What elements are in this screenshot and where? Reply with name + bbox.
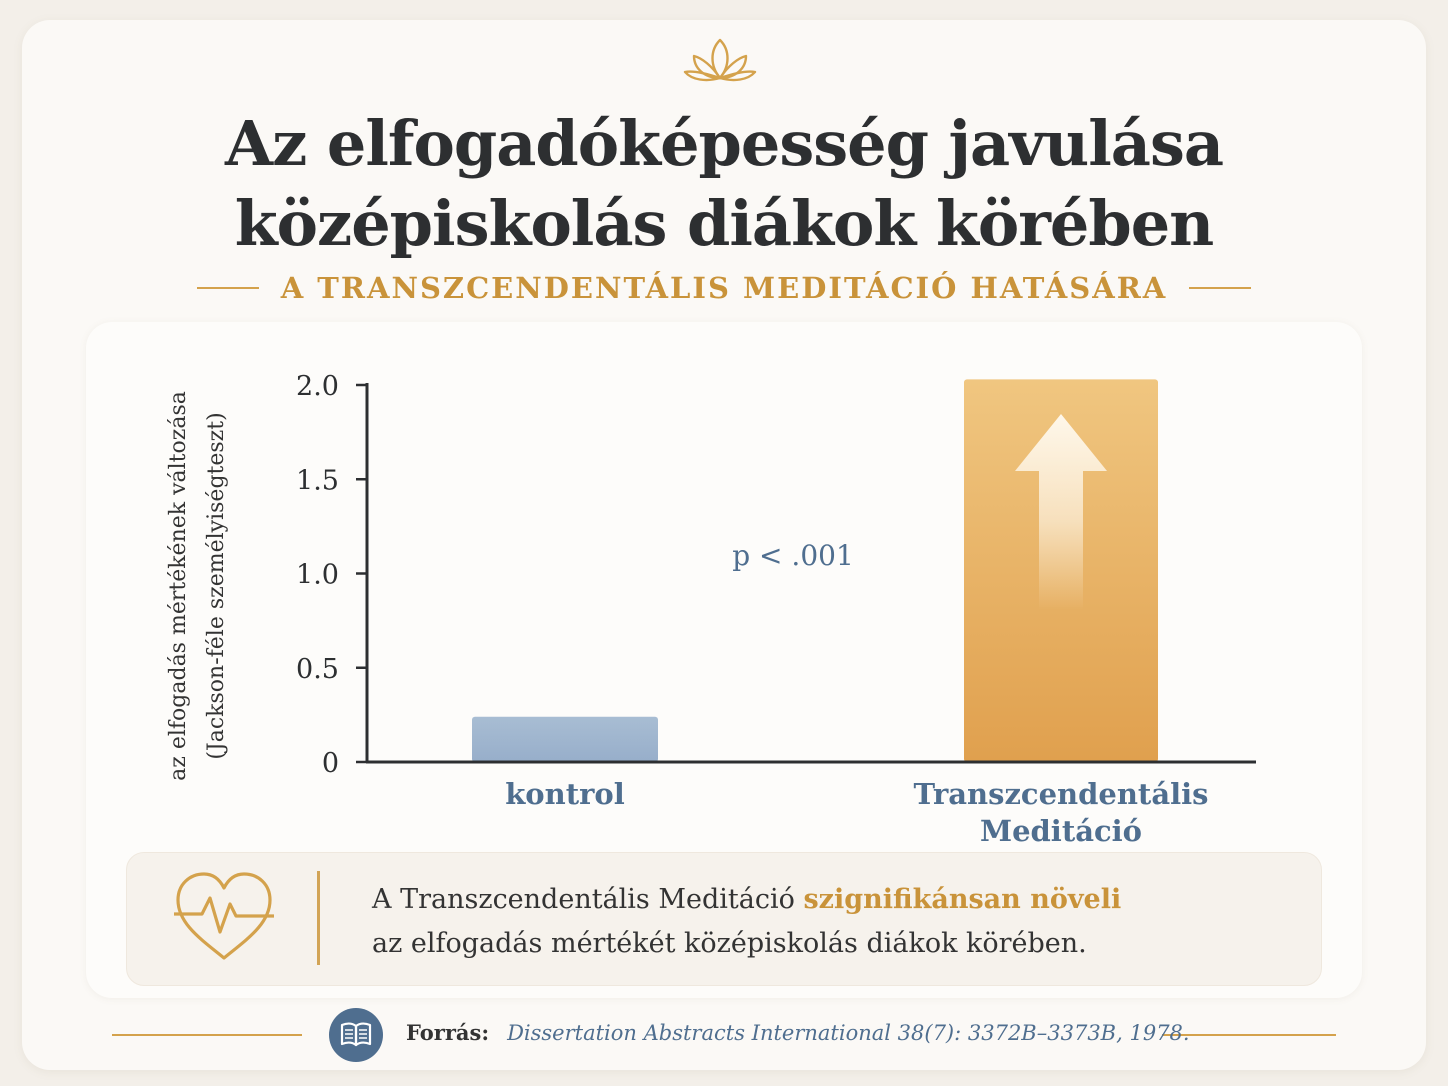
y-tick-label: 0: [322, 748, 339, 779]
y-tick-label: 2.0: [296, 371, 339, 402]
y-axis-title-line-2: (Jackson-féle személyiségteszt): [204, 412, 229, 759]
y-tick-label: 1.0: [296, 560, 339, 591]
bar-chart: az elfogadás mértékének változása (Jackso…: [166, 371, 1256, 848]
lotus-icon: [683, 38, 757, 82]
subtitle: A TRANSZCENDENTÁLIS MEDITÁCIÓ HATÁSÁRA: [280, 271, 1168, 305]
y-axis-title-line-1: az elfogadás mértékének változása: [166, 391, 191, 781]
book-icon-badge: [329, 1008, 383, 1062]
y-tick-label: 0.5: [296, 654, 339, 685]
source-rule-right: [1162, 1034, 1336, 1036]
bar-control: [472, 716, 658, 762]
subtitle-row: A TRANSZCENDENTÁLIS MEDITÁCIÓ HATÁSÁRA: [0, 268, 1448, 308]
p-value-annotation: p < .001: [732, 539, 854, 572]
source-label: Forrás:: [406, 1020, 490, 1045]
x-category-label: Meditáció: [980, 814, 1142, 848]
heart-pulse-icon: [174, 872, 274, 960]
page-title: Az elfogadóképesség javulása középiskolá…: [0, 104, 1448, 264]
conclusion-box: [126, 852, 1322, 986]
source-reference: Dissertation Abstracts International 38(…: [507, 1021, 1190, 1045]
conclusion-divider: [317, 871, 320, 965]
conclusion-highlight: szignifikánsan növeli: [803, 884, 1122, 915]
x-category-label: Transzcendentális: [914, 777, 1209, 811]
title-line-1: Az elfogadóképesség javulása: [224, 107, 1224, 180]
subtitle-rule-right: [1189, 287, 1252, 289]
y-axis-title: az elfogadás mértékének változása (Jackso…: [166, 391, 229, 781]
conclusion-text-start: A Transzcendentális Meditáció: [372, 884, 804, 915]
source-rule-left: [112, 1034, 302, 1036]
title-line-2: középiskolás diákok körében: [234, 187, 1215, 260]
y-tick-label: 1.5: [296, 465, 339, 496]
x-category-label: kontrol: [505, 777, 625, 811]
source-citation: Forrás: Dissertation Abstracts Internatio…: [406, 1020, 1190, 1045]
conclusion-text-end: az elfogadás mértékét középiskolás diáko…: [372, 928, 1087, 959]
subtitle-rule-left: [196, 287, 259, 289]
arrow-up-icon: [1015, 414, 1107, 610]
conclusion-text: A Transzcendentális Meditáció szignifiká…: [372, 878, 1272, 966]
book-icon: [340, 1022, 372, 1047]
